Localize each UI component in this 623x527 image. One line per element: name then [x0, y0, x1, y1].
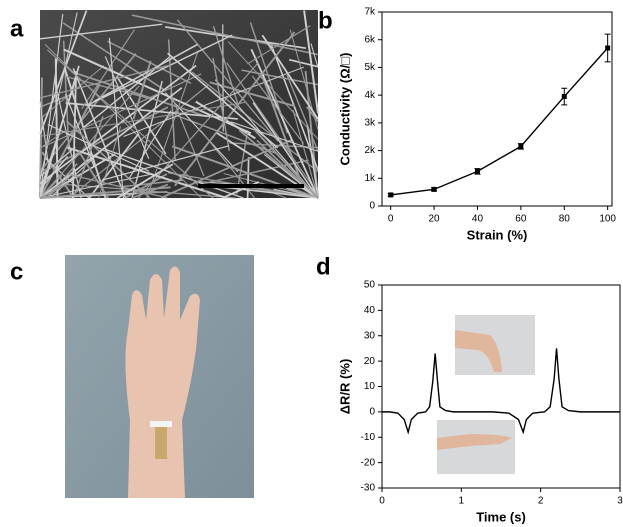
- sem-image: [40, 10, 318, 198]
- hand-photo: [65, 255, 254, 498]
- x-tick-label: 80: [559, 214, 571, 225]
- marker: [475, 169, 480, 174]
- panel-label: c: [10, 258, 23, 285]
- y-tick-label: 40: [364, 305, 376, 316]
- x-tick-label: 0: [379, 496, 385, 507]
- marker: [605, 46, 610, 51]
- marker: [432, 187, 437, 192]
- panel-label: b: [318, 7, 333, 34]
- y-tick-label: -10: [361, 432, 376, 443]
- y-tick-label: -20: [361, 457, 376, 468]
- inset-photo: [437, 420, 515, 474]
- line: [391, 48, 608, 195]
- y-tick-label: 0: [369, 201, 375, 212]
- y-axis-label: ΔR/R (%): [337, 359, 352, 415]
- y-tick-label: 0: [369, 407, 375, 418]
- y-tick-label: 5k: [364, 62, 376, 73]
- x-tick-label: 60: [515, 214, 527, 225]
- x-tick-label: 40: [472, 214, 484, 225]
- plot-frame: [382, 12, 612, 206]
- y-tick-label: 4k: [364, 90, 376, 101]
- figure: a b c d 02040608010001k2k3k4k5k6k7kStrai…: [0, 0, 623, 527]
- y-tick-label: 6k: [364, 34, 376, 45]
- fiber: [248, 157, 249, 198]
- sensor-tape: [150, 421, 172, 427]
- marker: [388, 192, 393, 197]
- y-tick-label: 2k: [364, 145, 376, 156]
- x-tick-label: 2: [538, 496, 544, 507]
- sensor: [155, 427, 167, 459]
- y-tick-label: 1k: [364, 173, 376, 184]
- y-tick-label: 20: [364, 356, 376, 367]
- marker: [562, 94, 567, 99]
- x-tick-label: 100: [599, 214, 616, 225]
- panel-label: d: [316, 253, 331, 280]
- y-tick-label: 10: [364, 381, 376, 392]
- y-tick-label: 50: [364, 280, 376, 291]
- x-axis-label: Time (s): [476, 509, 526, 524]
- y-tick-label: 3k: [364, 117, 376, 128]
- scale-bar: [198, 184, 304, 188]
- inset-photo: [455, 315, 535, 375]
- x-axis-label: Strain (%): [467, 227, 528, 242]
- panel-label: a: [10, 15, 24, 42]
- marker: [518, 144, 523, 149]
- y-tick-label: -30: [361, 483, 376, 494]
- y-tick-label: 30: [364, 330, 376, 341]
- x-tick-label: 0: [388, 214, 394, 225]
- y-axis-label: Conductivity (Ω/□): [337, 53, 352, 166]
- x-tick-label: 20: [429, 214, 441, 225]
- x-tick-label: 3: [617, 496, 623, 507]
- x-tick-label: 1: [459, 496, 465, 507]
- y-tick-label: 7k: [364, 7, 376, 18]
